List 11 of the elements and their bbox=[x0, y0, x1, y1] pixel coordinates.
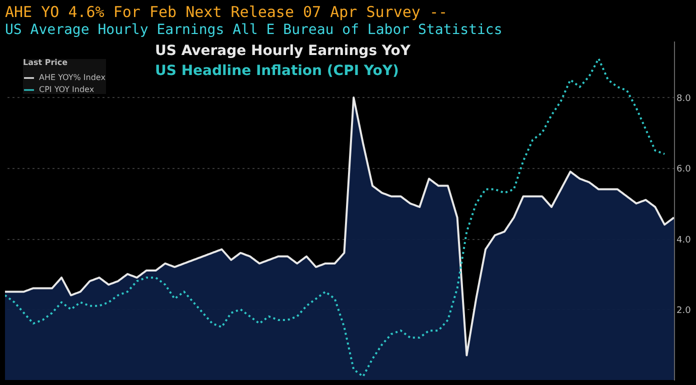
annotation: US Average Hourly Earnings YoY bbox=[155, 43, 412, 59]
y-tick-label: 2.0 bbox=[676, 306, 692, 316]
chart-title: AHE YO 4.6% For Feb Next Release 07 Apr Survey -- bbox=[5, 3, 448, 21]
legend-title: Last Price bbox=[23, 58, 68, 67]
annotation: US Headline Inflation (CPI YoY) bbox=[155, 63, 399, 79]
y-tick-label: 4.0 bbox=[676, 235, 692, 246]
legend-label: CPI YOY Index bbox=[39, 85, 94, 94]
y-tick-label: 6.0 bbox=[676, 164, 692, 175]
chart-subtitle: US Average Hourly Earnings All E Bureau of Labor Statistics bbox=[5, 22, 502, 38]
legend-label: AHE YOY% Index bbox=[39, 73, 106, 82]
y-tick-label: 8.0 bbox=[676, 94, 692, 104]
